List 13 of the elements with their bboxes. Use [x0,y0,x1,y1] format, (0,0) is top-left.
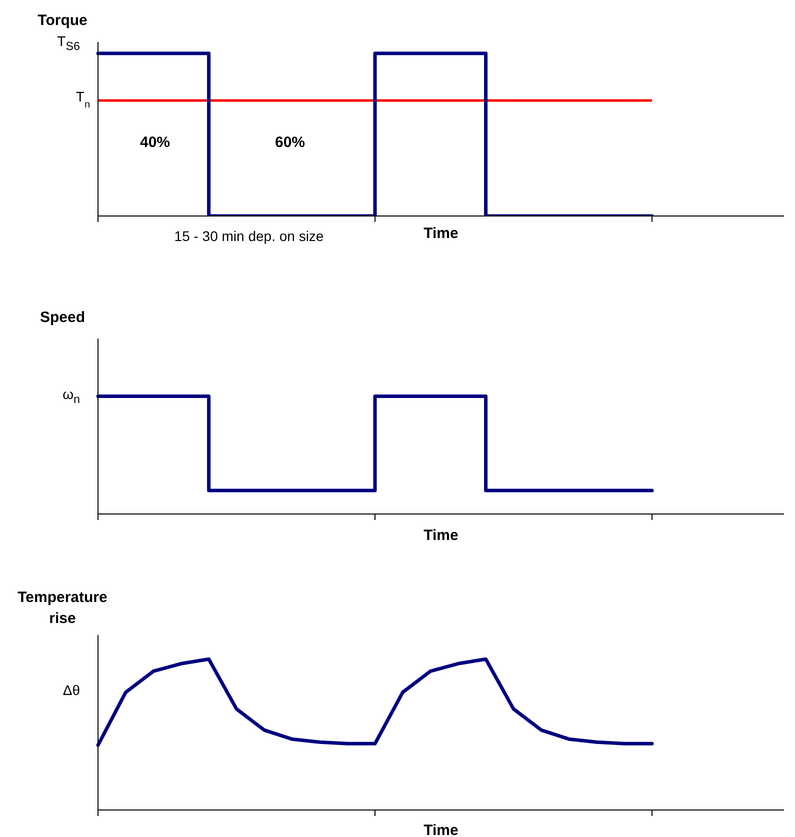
text: T$_{S6}$ [57,33,80,55]
text: 15 - 30 min dep. on size [174,228,324,244]
y-axis-title: Speed [38,308,86,328]
x-axis-title: Time [424,225,458,242]
x-axis-title: Time [422,822,460,837]
annotation: 40% [140,134,170,151]
text: Δθ [62,682,80,698]
y-axis-title: Temperature rise [16,588,108,629]
annotation: ω$_{n}$ [62,386,80,408]
ref-line-label: T$_{n}$ [76,88,90,110]
annotation: 60% [274,134,306,151]
y-axis-title: Torque [36,11,88,31]
x-axis-title: Time [422,527,460,544]
